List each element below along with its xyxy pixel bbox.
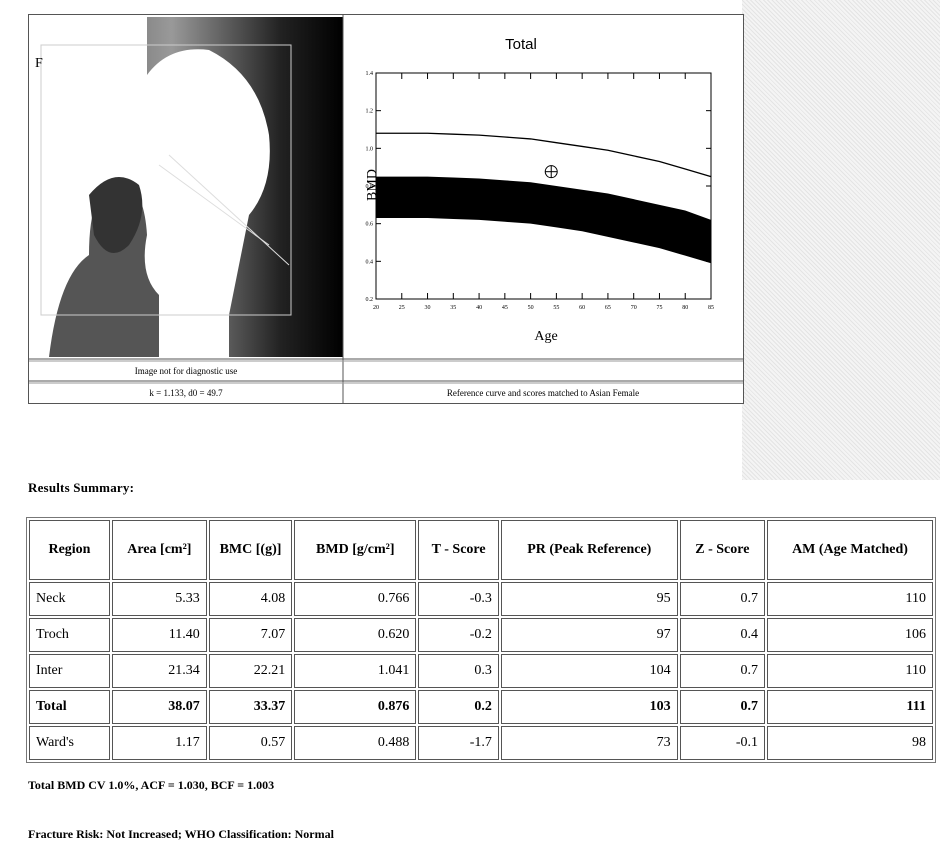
table-cell: 11.40: [112, 618, 207, 652]
background-texture: [742, 0, 940, 480]
x-tick-label: 65: [605, 305, 611, 311]
table-cell: 111: [767, 690, 933, 724]
table-cell: -1.7: [418, 726, 499, 760]
y-tick-label: 1.0: [366, 146, 374, 152]
x-axis-label: Age: [534, 329, 557, 344]
table-cell: 22.21: [209, 654, 292, 688]
table-cell: 73: [501, 726, 678, 760]
table-cell: 106: [767, 618, 933, 652]
table-cell: 0.4: [680, 618, 765, 652]
table-cell: 1.041: [294, 654, 416, 688]
column-header: AM (Age Matched): [767, 520, 933, 580]
table-cell: 0.488: [294, 726, 416, 760]
y-tick-label: 0.4: [366, 259, 374, 265]
table-cell: 21.34: [112, 654, 207, 688]
table-cell: 7.07: [209, 618, 292, 652]
table-cell: 33.37: [209, 690, 292, 724]
table-cell: 95: [501, 582, 678, 616]
column-header: T - Score: [418, 520, 499, 580]
column-header: PR (Peak Reference): [501, 520, 678, 580]
table-cell: Ward's: [29, 726, 110, 760]
reference-note: Reference curve and scores matched to As…: [447, 388, 639, 398]
report-graphics: F Image not for diagnostic use k = 1.133…: [29, 15, 743, 403]
x-tick-label: 70: [631, 305, 637, 311]
footer-cv: Total BMD CV 1.0%, ACF = 1.030, BCF = 1.…: [28, 778, 274, 793]
x-tick-label: 25: [399, 305, 405, 311]
x-tick-label: 50: [528, 305, 534, 311]
column-header: BMD [g/cm²]: [294, 520, 416, 580]
table-cell: -0.1: [680, 726, 765, 760]
y-tick-label: 0.8: [366, 184, 374, 190]
table-cell: 97: [501, 618, 678, 652]
table-cell: 0.7: [680, 690, 765, 724]
table-cell: 0.7: [680, 654, 765, 688]
table-cell: 104: [501, 654, 678, 688]
table-cell: Inter: [29, 654, 110, 688]
table-cell: Neck: [29, 582, 110, 616]
y-tick-label: 0.2: [366, 297, 374, 303]
table-cell: 110: [767, 654, 933, 688]
x-tick-label: 75: [656, 305, 662, 311]
column-header: Z - Score: [680, 520, 765, 580]
x-tick-label: 30: [425, 305, 431, 311]
chart-title: Total: [505, 36, 537, 53]
column-header: BMC [(g)]: [209, 520, 292, 580]
image-params: k = 1.133, d0 = 49.7: [149, 388, 223, 398]
y-tick-label: 1.4: [366, 71, 374, 77]
table-cell: 4.08: [209, 582, 292, 616]
reference-band: [376, 177, 711, 264]
reference-curve: [376, 133, 711, 176]
table-cell: -0.2: [418, 618, 499, 652]
results-title: Results Summary:: [28, 480, 134, 496]
table-cell: Total: [29, 690, 110, 724]
x-tick-label: 45: [502, 305, 508, 311]
table-cell: 98: [767, 726, 933, 760]
table-cell: 110: [767, 582, 933, 616]
x-tick-label: 55: [553, 305, 559, 311]
column-header: Area [cm²]: [112, 520, 207, 580]
table-cell: 0.3: [418, 654, 499, 688]
x-tick-label: 80: [682, 305, 688, 311]
report-panel: F Image not for diagnostic use k = 1.133…: [28, 14, 744, 404]
table-cell: 0.7: [680, 582, 765, 616]
y-tick-label: 0.6: [366, 222, 374, 228]
table-cell: 0.2: [418, 690, 499, 724]
table-cell: 0.876: [294, 690, 416, 724]
table-cell: 0.766: [294, 582, 416, 616]
x-tick-label: 35: [450, 305, 456, 311]
x-tick-label: 60: [579, 305, 585, 311]
table-cell: 5.33: [112, 582, 207, 616]
x-tick-label: 20: [373, 305, 379, 311]
x-tick-label: 85: [708, 305, 714, 311]
table-cell: -0.3: [418, 582, 499, 616]
table-cell: 0.620: [294, 618, 416, 652]
page: {"image_panel": {"marker": "F", "caption…: [0, 0, 940, 845]
column-header: Region: [29, 520, 110, 580]
table-cell: 1.17: [112, 726, 207, 760]
table-cell: 38.07: [112, 690, 207, 724]
table-cell: 103: [501, 690, 678, 724]
table-cell: Troch: [29, 618, 110, 652]
image-caption: Image not for diagnostic use: [135, 366, 237, 376]
table-cell: 0.57: [209, 726, 292, 760]
footer-risk: Fracture Risk: Not Increased; WHO Classi…: [28, 827, 334, 842]
y-tick-label: 1.2: [366, 109, 374, 115]
scan-image: F: [31, 17, 343, 357]
x-tick-label: 40: [476, 305, 482, 311]
image-marker: F: [35, 56, 43, 71]
